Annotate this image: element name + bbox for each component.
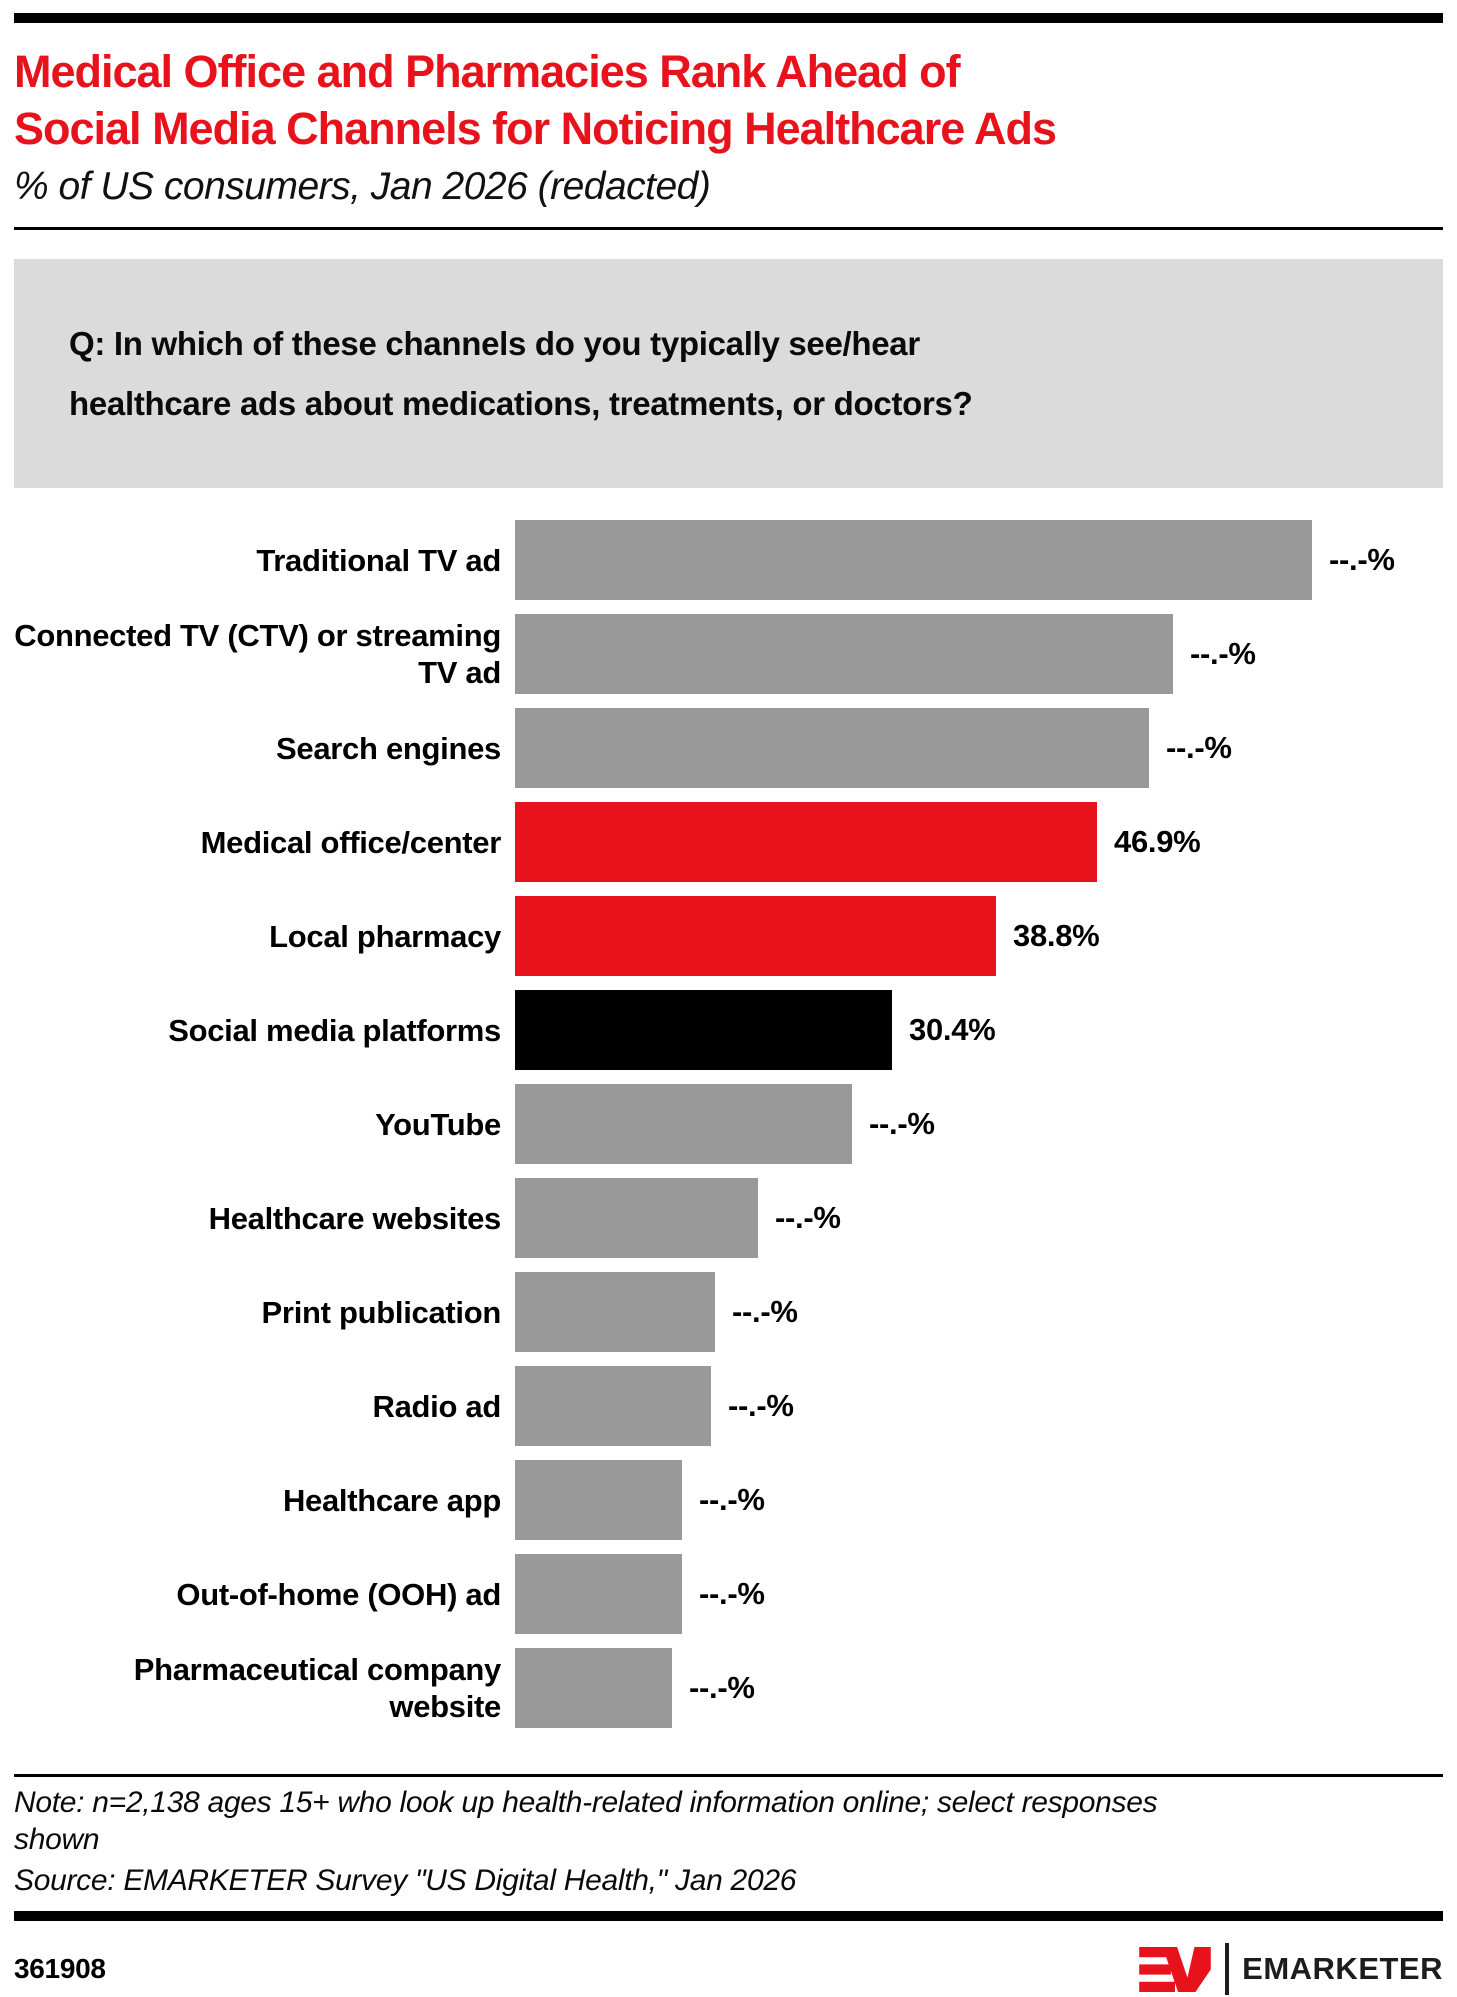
bar	[515, 1648, 672, 1728]
chart-row: Connected TV (CTV) or streaming TV ad --.…	[14, 614, 1443, 694]
value-label: 38.8%	[1013, 918, 1100, 953]
bar-chart: Traditional TV ad --.-% Connected TV (CTV)…	[14, 520, 1443, 1728]
category-label: Connected TV (CTV) or streaming TV ad	[14, 618, 501, 690]
bar	[515, 1178, 758, 1258]
footer-bar: 361908 EMARKETER	[14, 1943, 1443, 1995]
value-label: 46.9%	[1114, 824, 1201, 859]
category-label: YouTube	[375, 1106, 501, 1142]
logo-divider	[1225, 1943, 1230, 1995]
category-label: Local pharmacy	[269, 918, 501, 954]
footnotes: Note: n=2,138 ages 15+ who look up healt…	[14, 1784, 1443, 1899]
bar-area: 30.4%	[515, 990, 1443, 1070]
chart-row: Healthcare websites --.-%	[14, 1178, 1443, 1258]
note-text-line2: shown	[14, 1823, 100, 1856]
chart-row: Healthcare app --.-%	[14, 1460, 1443, 1540]
category-label: Medical office/center	[200, 824, 502, 860]
chart-row: Search engines --.-%	[14, 708, 1443, 788]
category-label: Pharmaceutical company website	[133, 1652, 502, 1724]
footer-rule	[14, 1911, 1443, 1921]
survey-question-line1: Q: In which of these channels do you typ…	[69, 325, 920, 362]
value-label: --.-%	[1190, 636, 1256, 671]
bar	[515, 802, 1097, 882]
category-label: Healthcare app	[282, 1482, 501, 1518]
bar-area: --.-%	[515, 1084, 1443, 1164]
category-label: Radio ad	[372, 1388, 501, 1424]
bar	[515, 1084, 852, 1164]
bar-area: --.-%	[515, 1366, 1443, 1446]
bar	[515, 1460, 682, 1540]
bar	[515, 990, 892, 1070]
bar-area: --.-%	[515, 1272, 1443, 1352]
value-label: --.-%	[699, 1576, 765, 1611]
chart-row: Radio ad --.-%	[14, 1366, 1443, 1446]
emarketer-logo: EMARKETER	[1139, 1943, 1443, 1995]
chart-row: Local pharmacy 38.8%	[14, 896, 1443, 976]
survey-question-line2: healthcare ads about medications, treatm…	[69, 385, 973, 422]
chart-row: Social media platforms 30.4%	[14, 990, 1443, 1070]
bar	[515, 520, 1312, 600]
source-text: Source: EMARKETER Survey "US Digital Hea…	[14, 1864, 797, 1897]
chart-title-line1: Medical Office and Pharmacies Rank Ahead…	[14, 46, 961, 97]
category-label: Print publication	[261, 1294, 502, 1330]
value-label: --.-%	[728, 1388, 794, 1423]
value-label: --.-%	[775, 1200, 841, 1235]
chart-rows: Traditional TV ad --.-% Connected TV (CTV)…	[14, 520, 1443, 1728]
chart-row: YouTube --.-%	[14, 1084, 1443, 1164]
bar-area: --.-%	[515, 1648, 1443, 1728]
note-divider	[14, 1774, 1443, 1777]
chart-id: 361908	[14, 1953, 106, 1984]
value-label: --.-%	[1166, 730, 1232, 765]
bar-area: --.-%	[515, 520, 1443, 600]
bar	[515, 1366, 711, 1446]
chart-subtitle: % of US consumers, Jan 2026 (redacted)	[14, 165, 711, 208]
bar	[515, 614, 1173, 694]
bar	[515, 1272, 715, 1352]
value-label: --.-%	[699, 1482, 765, 1517]
bar-area: --.-%	[515, 1178, 1443, 1258]
bar-area: 46.9%	[515, 802, 1443, 882]
brand-name: EMARKETER	[1242, 1951, 1443, 1986]
chart-title: Medical Office and Pharmacies Rank Ahead…	[14, 43, 1443, 157]
chart-title-line2: Social Media Channels for Noticing Healt…	[14, 103, 1057, 154]
bar	[515, 896, 996, 976]
chart-row: Print publication --.-%	[14, 1272, 1443, 1352]
category-label: Healthcare websites	[208, 1200, 502, 1236]
chart-row: Medical office/center 46.9%	[14, 802, 1443, 882]
chart-row: Traditional TV ad --.-%	[14, 520, 1443, 600]
value-label: --.-%	[1329, 542, 1395, 577]
chart-row: Out-of-home (OOH) ad --.-%	[14, 1554, 1443, 1634]
value-label: --.-%	[689, 1670, 755, 1705]
top-rule	[14, 13, 1443, 23]
bar-area: --.-%	[515, 708, 1443, 788]
category-label: Out-of-home (OOH) ad	[176, 1576, 501, 1612]
bar-area: --.-%	[515, 1554, 1443, 1634]
survey-question-box: Q: In which of these channels do you typ…	[14, 259, 1443, 488]
chart-row: Pharmaceutical company website --.-%	[14, 1648, 1443, 1728]
value-label: --.-%	[732, 1294, 798, 1329]
category-label: Search engines	[276, 730, 501, 766]
emarketer-logo-icon	[1139, 1946, 1211, 1992]
title-divider	[14, 227, 1443, 230]
category-label: Social media platforms	[168, 1012, 501, 1048]
bar-area: 38.8%	[515, 896, 1443, 976]
bar	[515, 1554, 682, 1634]
value-label: 30.4%	[909, 1012, 996, 1047]
value-label: --.-%	[869, 1106, 935, 1141]
category-label: Traditional TV ad	[256, 542, 501, 578]
bar	[515, 708, 1149, 788]
bar-area: --.-%	[515, 1460, 1443, 1540]
bar-area: --.-%	[515, 614, 1443, 694]
note-text-line1: Note: n=2,138 ages 15+ who look up healt…	[14, 1786, 1158, 1819]
